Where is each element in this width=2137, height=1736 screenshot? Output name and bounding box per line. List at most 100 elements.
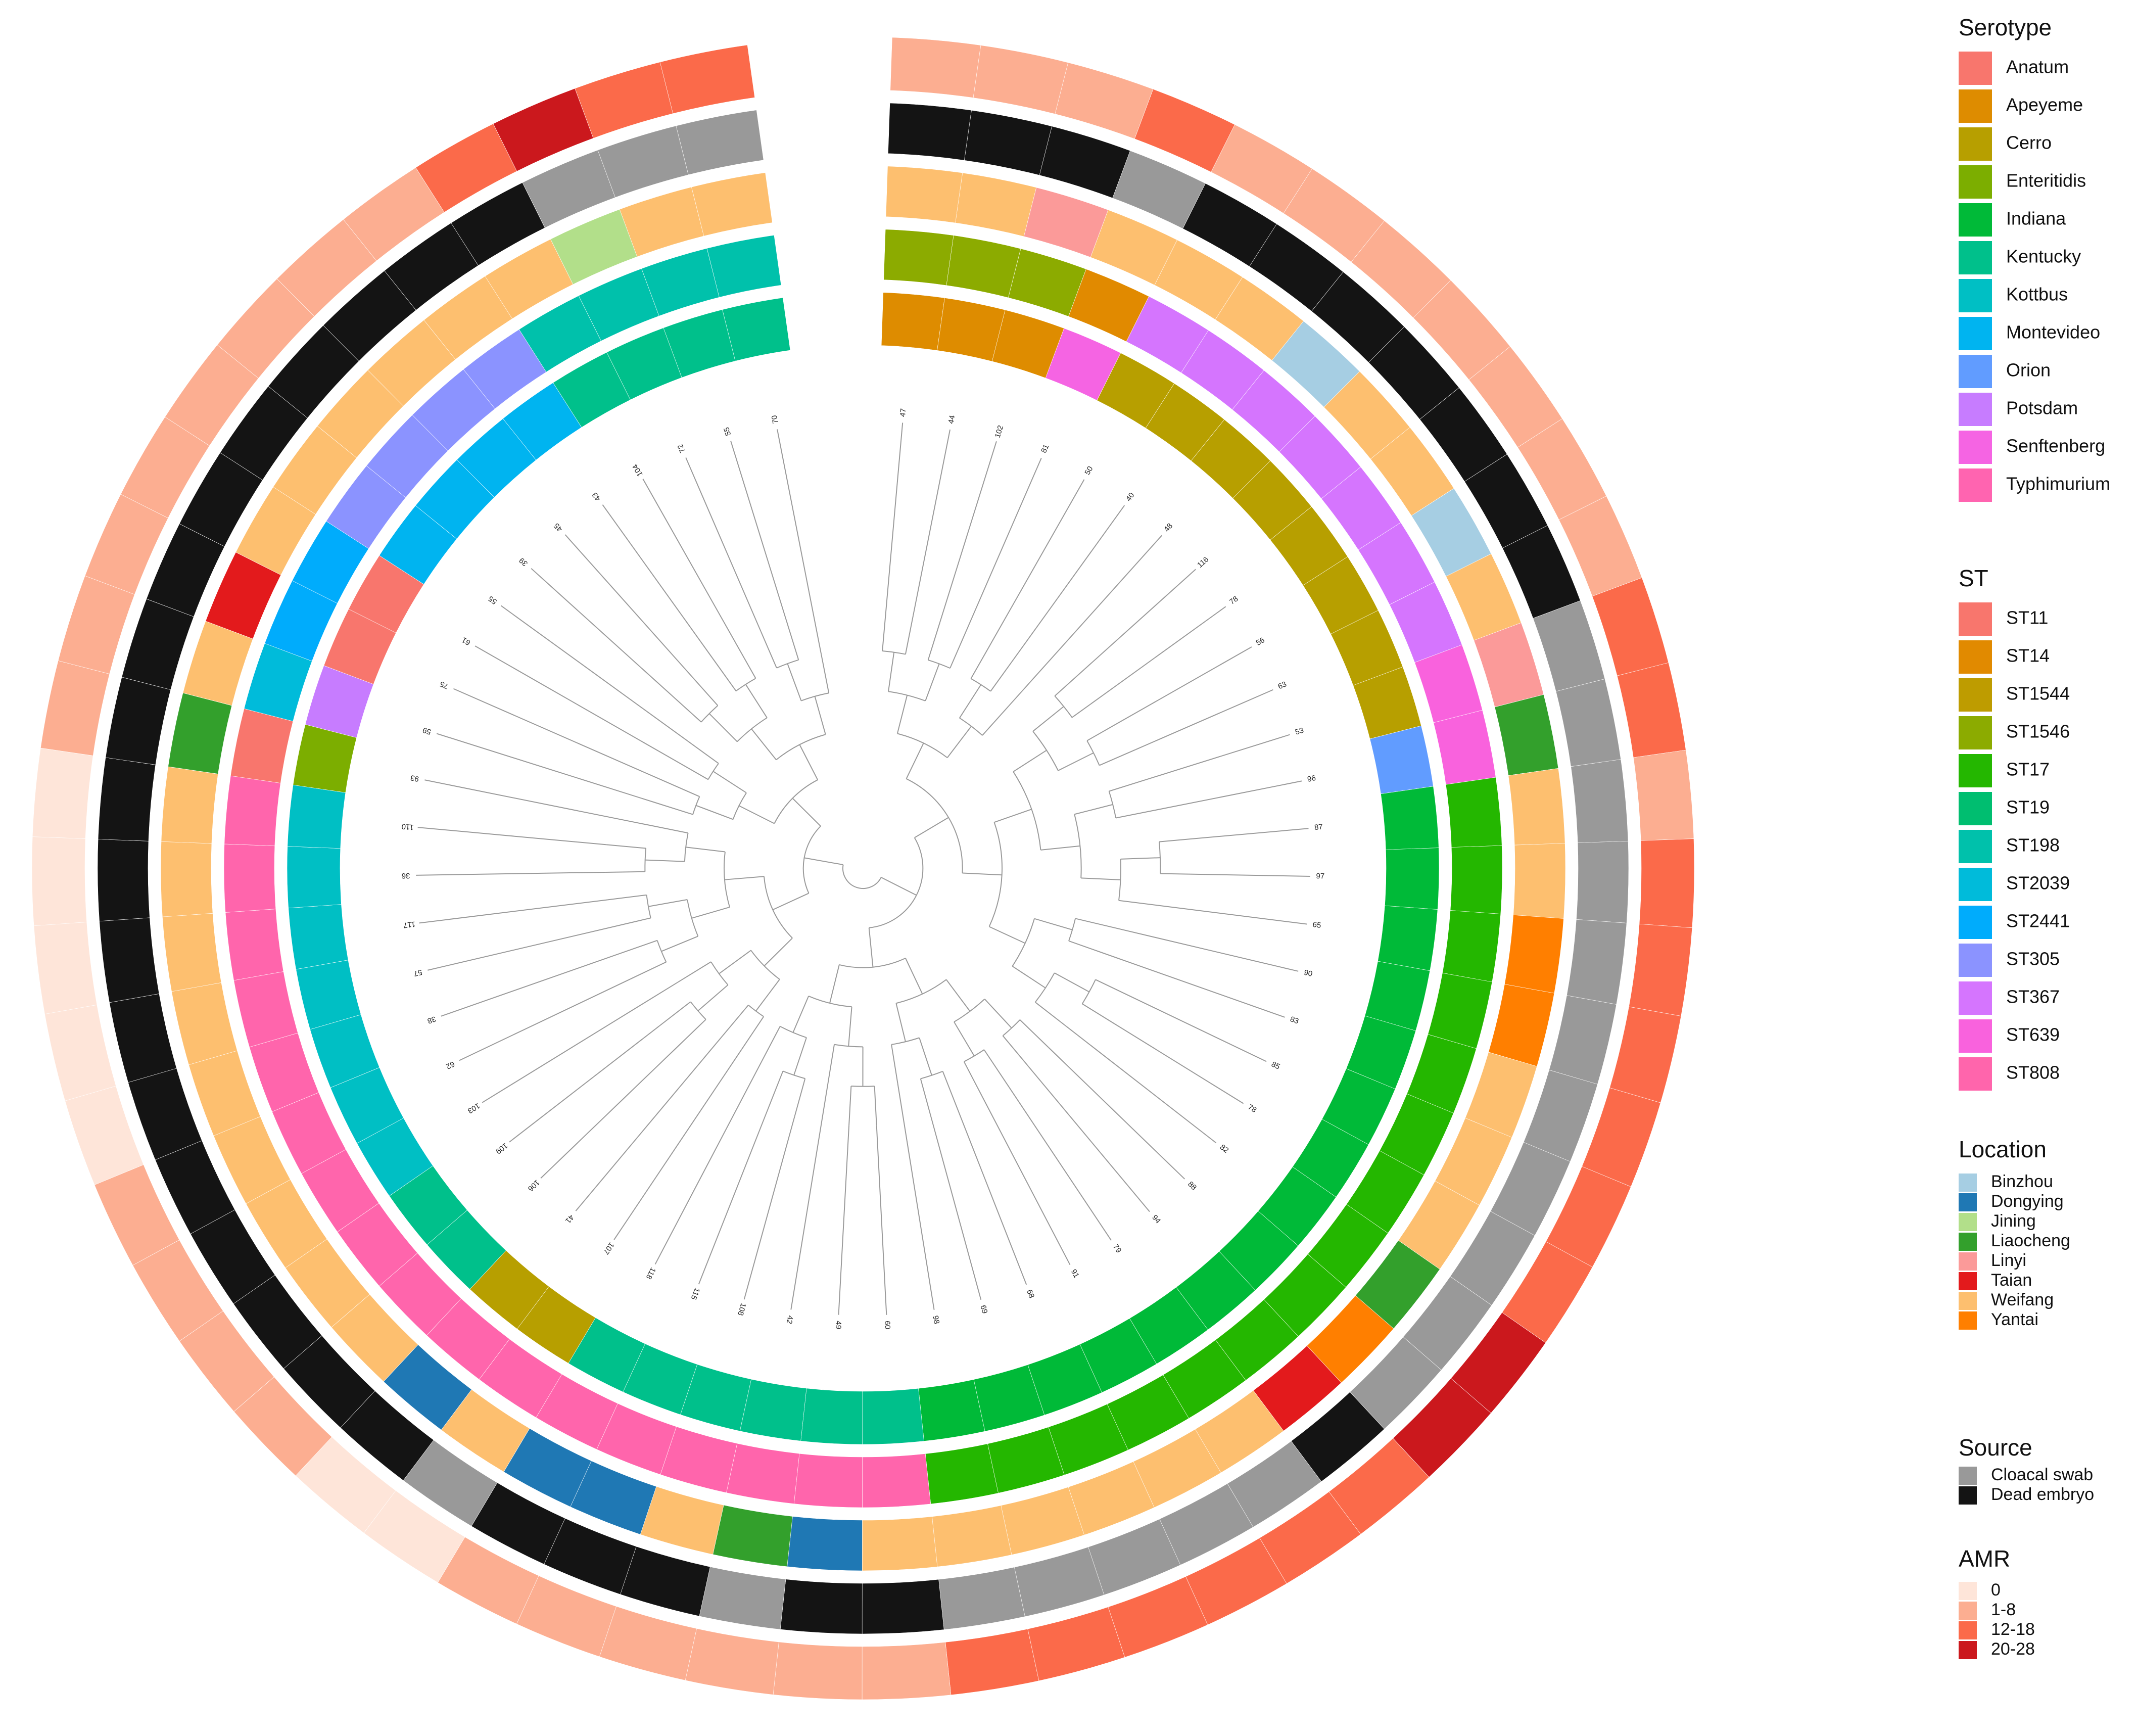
tree-branch [531,568,673,696]
location-ring-segment [160,841,213,917]
legend-item-label: Cloacal swab [1991,1465,2093,1484]
tree-branch [792,996,810,1033]
tree-branch [949,631,967,669]
tree-branch [649,824,688,834]
legend-swatch [1959,1582,1977,1600]
amr-ring-segment [31,836,87,926]
tree-arc [1081,979,1096,1004]
leaf-label: 96 [1307,774,1317,784]
leaf-label: 85 [1270,1060,1281,1071]
tree-branch [738,805,775,824]
tree-arc [954,999,985,1022]
tree-branch [799,744,819,780]
amr-ring-segment [1629,923,1693,1016]
legend-item-label: Potsdam [2006,398,2078,418]
source-ring-segment [938,1567,1025,1630]
st-ring-segment [233,971,298,1048]
tree-branch [1066,1026,1217,1144]
location-ring-segment [162,913,222,992]
tree-branch [482,982,678,1103]
tree-branch [1058,752,1094,771]
tree-arc [1074,814,1082,878]
tree-branch [1075,918,1114,928]
leaf-label: 116 [1196,555,1210,570]
location-ring [160,166,1566,1571]
tree-arc [802,825,821,894]
legend-swatch [1959,1292,1977,1310]
tree-branch [990,659,1014,692]
leaf-labels: 47 44 102 81 50 40 48 116 78 56 63 53 96 87 97 65 90 83 85… [401,408,1324,1329]
tree-branch [963,1061,983,1097]
leaf-label: 97 [1316,872,1324,880]
source-ring-segment [99,917,160,1003]
tree-branch [888,652,895,692]
tree-branch [1116,810,1155,819]
tree-branch [786,622,799,660]
legend-swatch [1959,165,1992,199]
tree-branch [663,780,700,797]
leaf-label: 103 [466,1101,481,1115]
location-ring-segment [1001,1487,1084,1555]
tree-arc [700,705,719,723]
tree-branch [607,894,647,901]
st-ring-segment [862,1453,931,1508]
tree-branch [984,999,1012,1028]
legend-item-label: Indiana [2006,208,2066,229]
tree-branch [441,953,621,1017]
source-ring-segment [1014,1546,1105,1617]
source-ring-segment [597,125,689,198]
tree-branch [722,1005,749,1036]
tree-arc [928,660,951,669]
tree-branch [745,684,768,718]
tree-branch [787,663,802,701]
tree-branch [453,688,664,781]
tree-arc [1012,918,1035,967]
leaf-label: 41 [563,1213,576,1225]
tree-branch [648,899,688,907]
tree-branch [1027,1065,1150,1212]
tree-arc [808,996,852,1008]
tree-branch [919,1038,932,1076]
leaf-label: 110 [401,822,414,831]
leaf-label: 69 [979,1304,989,1315]
location-ring-segment [691,172,773,237]
tree-branch [1115,1024,1244,1104]
tree-arc [964,1049,985,1062]
tree-branch [838,1125,850,1315]
tree-branch [612,917,651,928]
legend-item-label: ST367 [2006,987,2060,1007]
st-ring-segment [1450,845,1503,914]
location-ring-segment [787,1516,863,1571]
tree-branch [959,684,982,719]
tree-branch [719,950,751,974]
serotype-ring-segment [288,904,349,970]
tree-branch [655,802,693,815]
leaf-label: 98 [931,1315,941,1325]
tree-branch [685,457,762,632]
serotype-ring-segment [739,1379,807,1441]
legend-swatch [1959,906,1992,939]
tree-branch [1034,918,1073,930]
tree-arc [748,1004,764,1017]
tree-branch [474,645,674,761]
tree-branch [1032,706,1064,732]
tree-branch [755,979,780,1012]
tree-branch [436,733,655,803]
tree-branch [1104,606,1226,695]
tree-arc [735,678,756,691]
leaf-label: 87 [1314,823,1323,832]
tree-arc [707,763,719,780]
leaf-label: 47 [898,408,908,417]
serotype-ring-segment [1378,905,1438,971]
legend-item-label: ST305 [2006,949,2060,969]
tree-branch [677,1019,706,1048]
legend-swatch [1959,1641,1977,1659]
st-ring-segment [793,1453,863,1508]
tree-arc [774,779,818,824]
location-ring-segment [1488,984,1555,1067]
serotype-ring-segment [1385,848,1440,910]
tree-branch [764,937,793,966]
tree-branch [1118,900,1158,906]
legend-swatch [1959,1486,1977,1505]
